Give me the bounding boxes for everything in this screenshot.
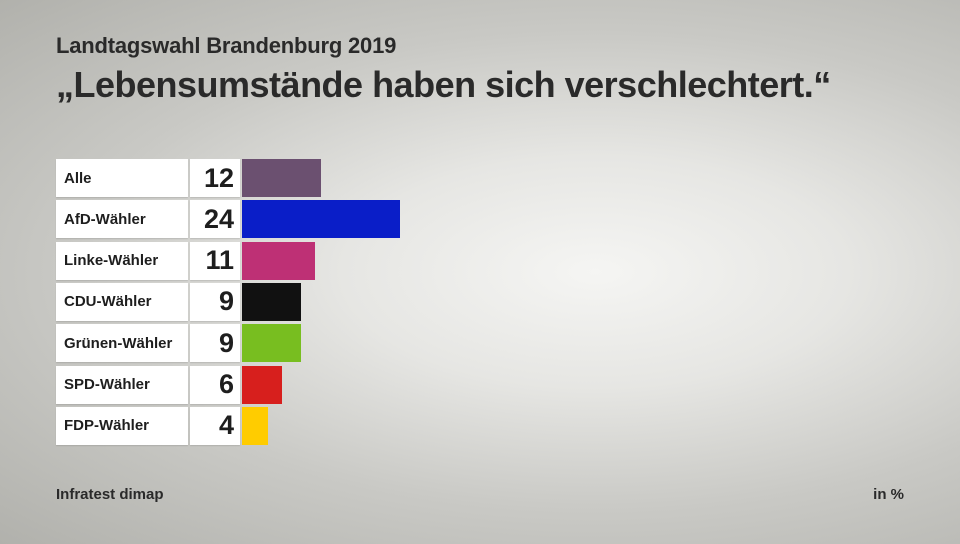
title-block: Landtagswahl Brandenburg 2019 „Lebensums… <box>56 32 936 108</box>
bar-row: Alle 12 <box>56 159 916 197</box>
bar <box>242 241 315 280</box>
bar <box>242 365 282 404</box>
value-label: 11 <box>190 241 240 280</box>
category-label: SPD-Wähler <box>56 365 188 404</box>
category-label: Grünen-Wähler <box>56 324 188 363</box>
value-label: 24 <box>190 200 240 239</box>
bar <box>242 406 269 445</box>
category-label: FDP-Wähler <box>56 406 188 445</box>
value-label: 4 <box>190 406 240 445</box>
chart-title: „Lebensumstände haben sich verschlechter… <box>56 64 831 105</box>
bar <box>242 324 302 363</box>
value-label: 6 <box>190 365 240 404</box>
category-label: Linke-Wähler <box>56 241 188 280</box>
category-label: CDU-Wähler <box>56 282 188 321</box>
bar-row: FDP-Wähler 4 <box>56 406 916 445</box>
value-label: 12 <box>190 159 240 197</box>
value-label: 9 <box>190 282 240 321</box>
bar <box>242 200 401 239</box>
bar-row: Grünen-Wähler 9 <box>56 324 916 363</box>
chart-suptitle: Landtagswahl Brandenburg 2019 <box>56 33 397 58</box>
category-label: AfD-Wähler <box>56 200 188 239</box>
bar-row: AfD-Wähler 24 <box>56 200 916 239</box>
source-label: Infratest dimap <box>56 486 164 503</box>
bar <box>242 282 302 321</box>
bar-row: SPD-Wähler 6 <box>56 365 916 404</box>
value-label: 9 <box>190 324 240 363</box>
bar-chart: Alle 12 AfD-Wähler 24 Linke-Wähler 11 CDU-Wähl… <box>56 159 916 449</box>
bar-row: Linke-Wähler 11 <box>56 241 916 280</box>
category-label: Alle <box>56 159 188 197</box>
unit-label: in % <box>873 486 904 503</box>
bar-row: CDU-Wähler 9 <box>56 282 916 321</box>
bar <box>242 159 322 197</box>
